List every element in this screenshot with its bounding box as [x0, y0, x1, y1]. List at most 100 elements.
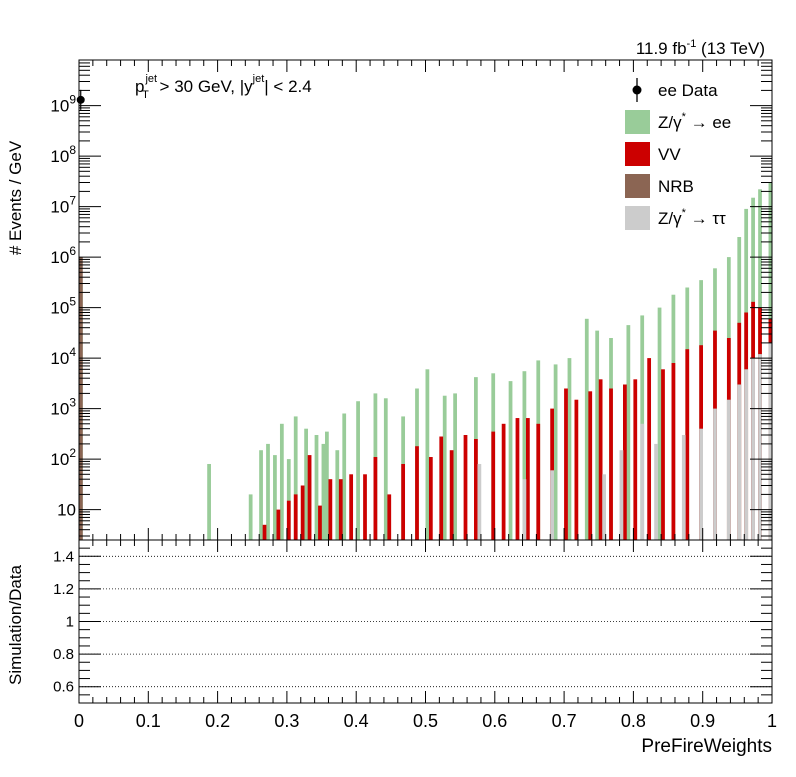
zee-bar-10: [314, 435, 319, 540]
vv-bar-5: [307, 455, 312, 540]
zee-bar-7: [286, 459, 291, 540]
nrb-bar-0: [79, 257, 83, 540]
vv-bar-32: [633, 379, 638, 540]
y-tick-label-5: 106: [50, 244, 76, 267]
vv-bar-29: [598, 379, 603, 540]
vv-bar-33: [647, 358, 652, 540]
vv-bar-13: [401, 463, 406, 540]
zee-bar-35: [657, 307, 662, 540]
x-axis-label: PreFireWeights: [641, 736, 772, 757]
y-tick-label-3: 104: [50, 345, 76, 368]
lumi-label: 11.9 fb-1 (13 TeV): [636, 38, 765, 58]
zee-bar-17: [383, 398, 388, 540]
vv-bar-10: [363, 474, 367, 540]
ztt-bar-9: [713, 408, 717, 540]
vv-bar-22: [515, 418, 520, 540]
legend-swatch-zee: [625, 110, 650, 134]
vv-bar-11: [373, 457, 378, 540]
ztt-bar-5: [640, 423, 645, 540]
vv-bar-27: [574, 399, 579, 540]
y-tick-label-4: 105: [50, 295, 76, 318]
cut-label: pjet T > 30 GeV, |yjet| < 2.4: [135, 73, 312, 101]
ztt-bar-6: [654, 443, 658, 540]
legend-label-data: ee Data: [658, 81, 718, 100]
legend-swatch-ztt: [625, 206, 650, 230]
zee-bar-5: [273, 455, 277, 540]
zee-bar-15: [356, 401, 360, 540]
axis-ticks: [78, 59, 773, 704]
legend-swatch-nrb: [625, 174, 650, 198]
vv-bar-15: [428, 457, 433, 540]
vv-bar-24: [536, 423, 541, 540]
zee-bar-20: [425, 369, 430, 540]
ratio-y-tick-label-2: 1: [66, 614, 74, 631]
ztt-bar-4: [619, 450, 624, 540]
y-tick-label-6: 107: [50, 194, 76, 217]
x-tick-label-9: 0.9: [690, 711, 715, 731]
ztt-bars-group: [477, 342, 773, 540]
zee-bars-group: [79, 182, 773, 540]
ztt-bar-15: [768, 342, 773, 540]
zee-bar-21: [442, 395, 447, 540]
ratio-y-tick-label-4: 1.4: [53, 548, 74, 565]
data-point-0: [76, 95, 85, 104]
y-tick-label-7: 108: [50, 143, 76, 166]
vv-bar-8: [338, 479, 343, 540]
vv-bar-7: [328, 479, 333, 540]
vv-bar-20: [491, 431, 496, 540]
vv-bar-23: [525, 418, 530, 540]
x-tick-label-10: 1: [767, 711, 777, 731]
vv-bars-group: [262, 301, 773, 540]
ztt-bar-0: [477, 463, 482, 540]
x-tick-label-3: 0.3: [274, 711, 299, 731]
data-points-group: [76, 89, 85, 110]
vv-bar-18: [463, 435, 468, 540]
ztt-bar-14: [758, 354, 762, 540]
ratio-y-tick-label-1: 0.8: [53, 646, 74, 663]
zee-bar-30: [584, 318, 589, 540]
vv-bar-14: [415, 446, 419, 540]
vv-bar-34: [661, 369, 665, 540]
ztt-bar-11: [737, 384, 742, 540]
vv-bar-6: [318, 505, 322, 540]
ztt-bar-3: [602, 474, 606, 540]
ratio-y-tick-label-3: 1.2: [53, 581, 74, 598]
x-tick-label-1: 0.1: [136, 711, 161, 731]
ratio-y-axis-label: Simulation/Data: [6, 564, 25, 685]
zee-bar-8: [293, 416, 298, 540]
vv-bar-21: [501, 423, 506, 540]
zee-bar-29: [567, 358, 572, 540]
nrb-bars-group: [79, 257, 83, 540]
ztt-bar-12: [744, 369, 749, 540]
x-tick-label-8: 0.8: [621, 711, 646, 731]
x-tick-label-7: 0.7: [552, 711, 577, 731]
vv-bar-1: [276, 509, 281, 540]
zee-bar-28: [553, 364, 558, 540]
vv-bar-36: [685, 349, 690, 540]
zee-bar-3: [259, 450, 263, 540]
zee-bar-14: [342, 413, 347, 540]
legend-swatch-vv: [625, 142, 650, 166]
ztt-bar-1: [522, 479, 527, 540]
vv-bar-16: [439, 436, 444, 540]
zee-bar-2: [248, 494, 253, 540]
x-tick-label-4: 0.4: [344, 711, 369, 731]
vv-bar-35: [671, 362, 676, 540]
ztt-bar-8: [699, 428, 703, 540]
vv-bar-17: [449, 450, 454, 540]
zee-bar-22: [453, 393, 457, 540]
legend: ee Data Z/γ* → ee VV NRB Z/γ* → ττ: [625, 78, 731, 230]
zee-bar-25: [508, 381, 513, 540]
vv-bar-0: [262, 524, 267, 540]
ratio-gridlines: [79, 555, 772, 688]
ratio-plot-frame: [78, 539, 773, 704]
ztt-bar-13: [751, 358, 755, 540]
zee-bar-33: [626, 325, 631, 540]
zee-bar-26: [522, 371, 527, 540]
zee-bar-12: [325, 431, 329, 540]
vv-bar-31: [623, 384, 627, 540]
legend-label-vv: VV: [658, 145, 681, 164]
zee-bar-9: [304, 428, 308, 540]
zee-bar-6: [279, 423, 284, 540]
